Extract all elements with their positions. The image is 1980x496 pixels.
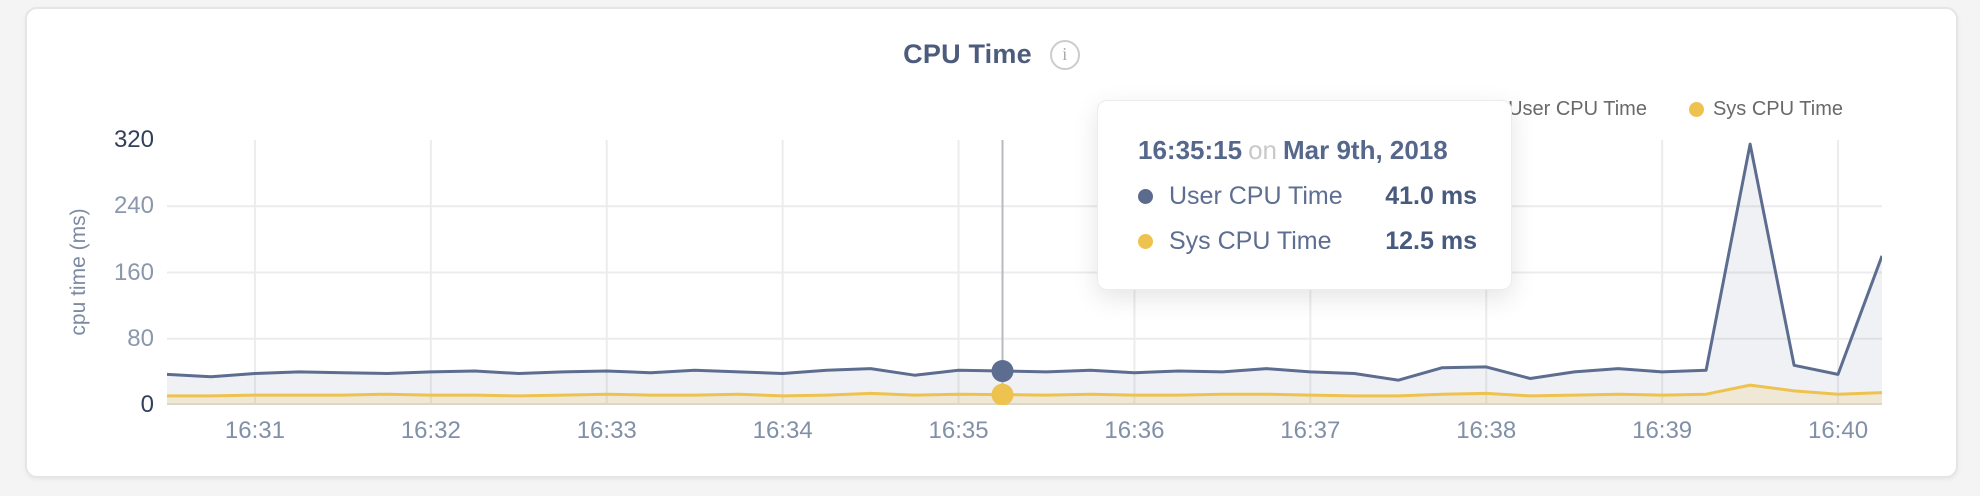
legend-label: User CPU Time	[1508, 98, 1647, 120]
legend-item-sys-cpu-time[interactable]: Sys CPU Time	[1688, 98, 1843, 121]
tooltip-series-value: 41.0 ms	[1385, 182, 1477, 210]
tooltip-series-value: 12.5 ms	[1385, 227, 1477, 255]
info-icon[interactable]: i	[1049, 39, 1080, 70]
x-axis-tick-label: 16:36	[1104, 417, 1165, 444]
x-axis-tick-label: 16:37	[1280, 417, 1341, 444]
tooltip-connector: on	[1248, 135, 1277, 165]
x-axis-tick-label: 16:31	[224, 417, 285, 444]
tooltip-timestamp: 16:35:15 on Mar 9th, 2018	[1138, 135, 1477, 166]
chart-title: CPU Time	[903, 39, 1032, 69]
tooltip-row-user-cpu: User CPU Time 41.0 ms	[1138, 182, 1477, 211]
chart-card: CPU Time i User CPU Time Sys CPU Time cp…	[25, 7, 1958, 478]
x-axis-tick-label: 16:32	[400, 417, 461, 444]
sys-cpu-series-dot-icon	[1688, 102, 1704, 117]
x-axis-tick-label: 16:34	[752, 417, 813, 444]
y-axis-tick-label: 320	[113, 126, 154, 153]
tooltip-time: 16:35:15	[1138, 135, 1243, 165]
hover-marker-sys-cpu[interactable]	[991, 383, 1014, 405]
sys-cpu-series-dot-icon	[1138, 234, 1153, 249]
cpu-time-plot-area[interactable]	[167, 140, 1882, 405]
x-axis-tick-label: 16:35	[928, 417, 989, 444]
chart-header: CPU Time i	[27, 39, 1956, 70]
info-icon-glyph: i	[1062, 44, 1068, 64]
tooltip-series-name: User CPU Time	[1169, 182, 1343, 210]
y-axis-title: cpu time (ms)	[67, 208, 90, 336]
series-area-user-cpu	[167, 144, 1882, 405]
x-axis-tick-label: 16:38	[1456, 417, 1517, 444]
y-axis-tick-label: 0	[140, 391, 154, 418]
tooltip-row-sys-cpu: Sys CPU Time 12.5 ms	[1138, 227, 1477, 256]
x-axis-tick-label: 16:33	[576, 417, 637, 444]
series-line-user-cpu	[167, 142, 1882, 382]
hover-tooltip: 16:35:15 on Mar 9th, 2018 User CPU Time 41…	[1097, 100, 1512, 290]
series-line-sys-cpu	[167, 383, 1882, 398]
tooltip-series-name: Sys CPU Time	[1169, 227, 1332, 255]
legend-label: Sys CPU Time	[1712, 98, 1843, 120]
tooltip-date: Mar 9th, 2018	[1283, 135, 1448, 165]
chart-legend: User CPU Time Sys CPU Time	[1484, 98, 1843, 121]
user-cpu-series-dot-icon	[1138, 189, 1153, 204]
x-axis-tick-label: 16:39	[1632, 417, 1693, 444]
x-axis-tick-label: 16:40	[1807, 417, 1869, 444]
hover-marker-user-cpu[interactable]	[991, 360, 1014, 383]
